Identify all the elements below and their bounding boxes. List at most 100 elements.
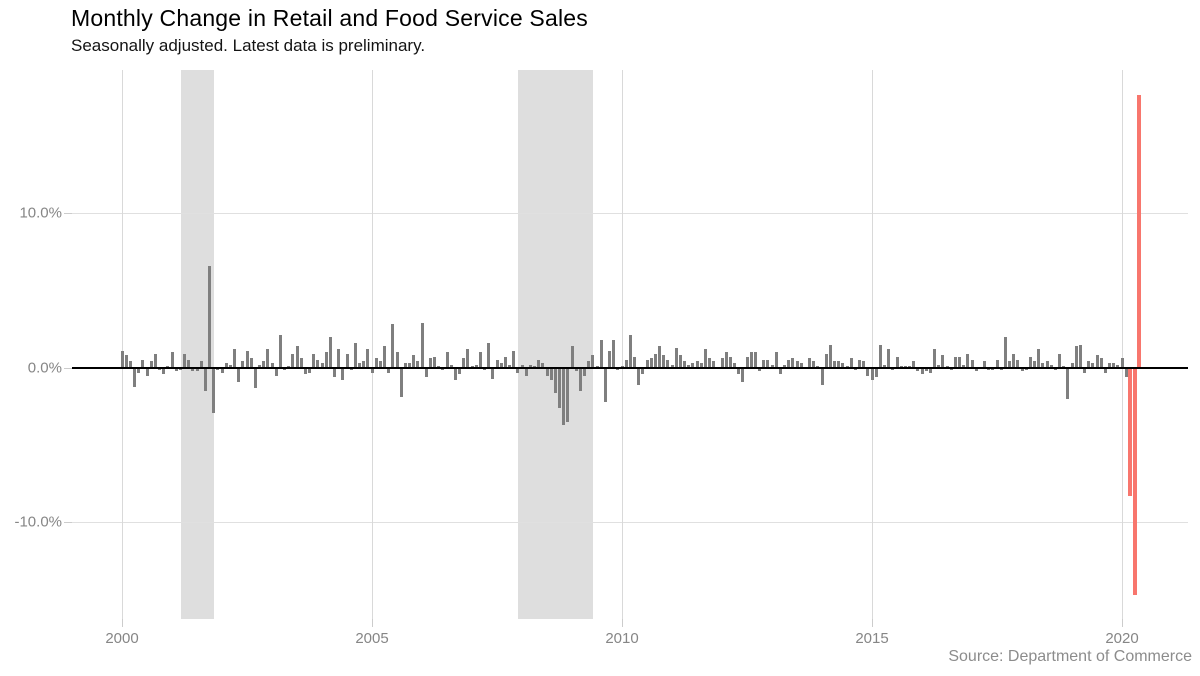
bar-month <box>325 352 328 367</box>
axis-tick-x <box>372 619 373 627</box>
bar-month <box>850 358 853 367</box>
bar-month <box>746 357 749 368</box>
bar-month <box>496 360 499 368</box>
bar-month <box>487 343 490 368</box>
bar-month <box>429 358 432 367</box>
bar-month <box>162 368 165 374</box>
bar-month <box>708 358 711 367</box>
bar-month <box>654 354 657 368</box>
bar-month <box>221 368 224 373</box>
bar-month <box>562 368 565 425</box>
bar-month <box>1050 365 1053 368</box>
bar-month <box>691 363 694 368</box>
bar-month <box>246 351 249 368</box>
bar-month <box>1100 358 1103 367</box>
bar-month <box>566 368 569 422</box>
bar-month <box>204 368 207 391</box>
bar-month <box>775 352 778 367</box>
gridline-y-10.0% <box>72 213 1188 214</box>
bar-month <box>291 354 294 368</box>
bar-month <box>1046 361 1049 367</box>
bar-month <box>158 368 161 370</box>
bar-month <box>766 360 769 368</box>
bar-month <box>1012 354 1015 368</box>
bar-month <box>262 361 265 367</box>
axis-tick-y <box>64 368 72 369</box>
bar-month <box>1071 363 1074 368</box>
bar-month <box>154 354 157 368</box>
bar-month <box>337 349 340 368</box>
bar-month <box>175 368 178 371</box>
gridline-x-2010 <box>622 70 623 619</box>
bar-month <box>387 368 390 373</box>
bar-month <box>187 360 190 368</box>
bar-month <box>866 368 869 376</box>
bar-month <box>883 365 886 368</box>
gridline-x-2015 <box>872 70 873 619</box>
bar-month <box>700 363 703 368</box>
bar-month <box>1029 357 1032 368</box>
bar-month-highlight <box>1137 95 1141 368</box>
bar-month <box>133 368 136 387</box>
bar-month <box>1058 354 1061 368</box>
bar-month <box>375 358 378 367</box>
bar-month <box>796 361 799 367</box>
bar-month <box>616 368 619 370</box>
bar-month <box>479 352 482 367</box>
bar-month <box>933 349 936 368</box>
bar-month <box>525 368 528 376</box>
bar-month <box>371 368 374 373</box>
gridline-x-2005 <box>372 70 373 619</box>
bar-month <box>687 365 690 368</box>
bar-month <box>741 368 744 382</box>
bar-month <box>412 355 415 367</box>
bar-month <box>546 368 549 376</box>
bar-month <box>150 361 153 367</box>
bar-month <box>1008 361 1011 367</box>
bar-month <box>396 352 399 367</box>
source-caption: Source: Department of Commerce <box>948 648 1192 665</box>
bar-month <box>800 363 803 368</box>
bar-month <box>1083 368 1086 373</box>
bar-month <box>579 368 582 391</box>
bar-month <box>750 352 753 367</box>
recession-band-2008-09-recession <box>518 70 593 619</box>
bar-month <box>433 357 436 368</box>
bar-month <box>891 368 894 370</box>
bar-month <box>571 346 574 368</box>
zero-baseline <box>72 367 1188 369</box>
bar-month <box>1054 368 1057 370</box>
bar-month <box>612 340 615 368</box>
bar-month <box>383 346 386 368</box>
bar-month <box>758 368 761 371</box>
bar-month <box>762 360 765 368</box>
bar-month <box>225 363 228 368</box>
bar-month <box>216 368 219 370</box>
bar-month <box>171 352 174 367</box>
bar-month <box>916 368 919 371</box>
bar-month <box>629 335 632 367</box>
bar-month <box>671 365 674 368</box>
bar-month <box>258 365 261 368</box>
bar-month <box>983 361 986 367</box>
bar-month <box>771 365 774 368</box>
bar-month <box>829 345 832 368</box>
bar-month <box>837 361 840 367</box>
bar-month <box>871 368 874 380</box>
bar-month <box>558 368 561 408</box>
bar-month <box>604 368 607 402</box>
bar-month <box>1112 363 1115 368</box>
bar-month <box>200 361 203 367</box>
bar-month <box>237 368 240 382</box>
bar-month <box>1096 355 1099 367</box>
bar-month <box>608 351 611 368</box>
bar-month <box>862 361 865 367</box>
bar-month <box>954 357 957 368</box>
bar-month <box>729 357 732 368</box>
bar-month <box>625 360 628 368</box>
bar-month <box>529 365 532 368</box>
bar-month <box>1091 363 1094 368</box>
bar-month <box>1066 368 1069 399</box>
bar-month <box>787 360 790 368</box>
bar-month <box>283 368 286 370</box>
